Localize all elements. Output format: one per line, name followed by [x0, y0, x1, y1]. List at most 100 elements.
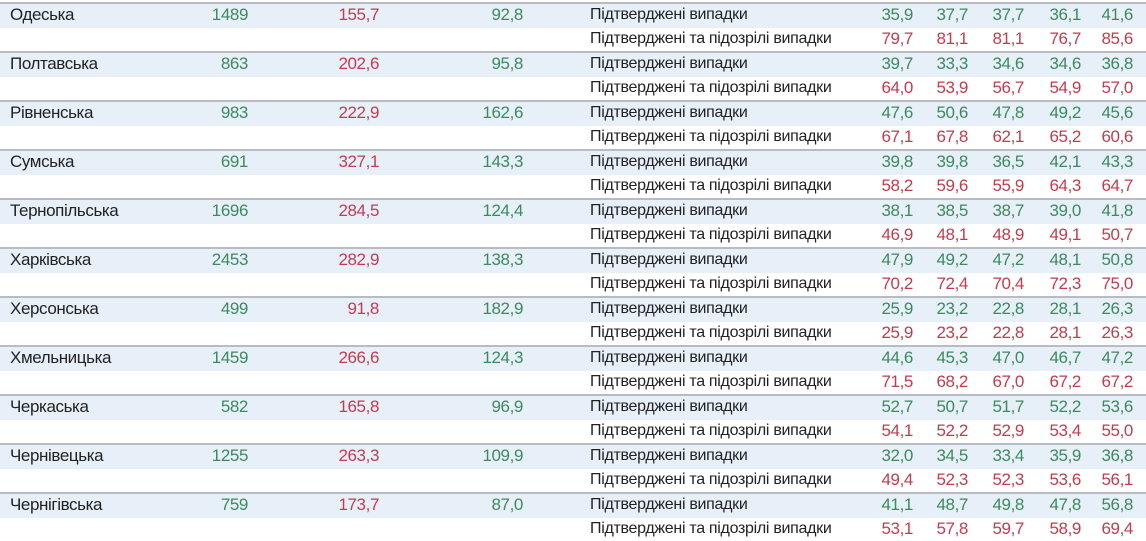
confirmed-subrow: Черкаська 582 165,8 96,9 Підтверджені випадк…: [0, 396, 1146, 420]
rate-value: 266,6: [338, 348, 379, 367]
region-name: Хмельницька: [10, 348, 112, 367]
rate-value-2: 124,4: [482, 201, 523, 220]
confirmed-value: 33,3: [936, 54, 969, 73]
suspected-value: 28,1: [1049, 322, 1082, 342]
confirmed-value: 41,8: [1101, 201, 1134, 220]
suspected-subrow: Підтверджені та підозрілі випадки 25,9 23,…: [0, 321, 1146, 345]
table-row: Тернопільська 1696 284,5 124,4 Підтверджені …: [0, 198, 1146, 247]
suspected-value: 25,9: [881, 322, 914, 342]
confirmed-value: 47,2: [1101, 348, 1134, 367]
suspected-value: 64,3: [1049, 175, 1082, 195]
rate-value: 327,1: [338, 152, 379, 171]
confirmed-value: 38,5: [936, 201, 969, 220]
confirmed-suspected-label: Підтверджені та підозрілі випадки: [590, 421, 832, 439]
suspected-value: 48,9: [992, 224, 1025, 244]
table-row: Полтавська 863 202,6 95,8 Підтверджені випад…: [0, 51, 1146, 100]
suspected-value: 46,9: [881, 224, 914, 244]
confirmed-value: 47,9: [881, 250, 914, 269]
suspected-value: 26,3: [1101, 322, 1134, 342]
confirmed-value: 47,2: [992, 250, 1025, 269]
suspected-value: 55,0: [1101, 420, 1134, 440]
confirmed-label: Підтверджені випадки: [590, 153, 748, 170]
confirmed-value: 41,1: [881, 495, 914, 514]
confirmed-value: 36,8: [1101, 54, 1134, 73]
suspected-value: 69,4: [1101, 518, 1134, 538]
confirmed-suspected-label: Підтверджені та підозрілі випадки: [590, 470, 832, 488]
region-name: Харківська: [10, 250, 91, 269]
confirmed-value: 38,1: [881, 201, 914, 220]
suspected-value: 54,1: [881, 420, 914, 440]
confirmed-value: 48,7: [936, 495, 969, 514]
confirmed-label: Підтверджені випадки: [590, 6, 748, 23]
rate-value-2: 182,9: [482, 299, 523, 318]
suspected-value: 52,3: [992, 469, 1025, 489]
suspected-value: 52,9: [992, 420, 1025, 440]
suspected-subrow: Підтверджені та підозрілі випадки 58,2 59,…: [0, 174, 1146, 198]
confirmed-value: 50,7: [936, 397, 969, 416]
confirmed-label: Підтверджені випадки: [590, 251, 748, 268]
confirmed-value: 37,7: [936, 5, 969, 24]
rate-value-2: 95,8: [491, 54, 524, 73]
confirmed-value: 47,6: [881, 103, 914, 122]
suspected-value: 54,9: [1049, 77, 1082, 97]
confirmed-value: 34,6: [1049, 54, 1082, 73]
confirmed-value: 43,3: [1101, 152, 1134, 171]
table-row: Чернігівська 759 173,7 87,0 Підтверджені вип…: [0, 492, 1146, 541]
suspected-value: 67,2: [1101, 371, 1134, 391]
confirmed-value: 50,6: [936, 103, 969, 122]
cases-count: 983: [220, 103, 249, 122]
region-name: Одеська: [10, 5, 75, 24]
confirmed-subrow: Харківська 2453 282,9 138,3 Підтверджені вип…: [0, 249, 1146, 273]
rate-value: 282,9: [338, 250, 379, 269]
suspected-value: 60,6: [1101, 126, 1134, 146]
confirmed-suspected-label: Підтверджені та підозрілі випадки: [590, 127, 832, 145]
confirmed-value: 39,0: [1049, 201, 1082, 220]
suspected-value: 67,8: [936, 126, 969, 146]
confirmed-value: 32,0: [881, 446, 914, 465]
suspected-value: 53,4: [1049, 420, 1082, 440]
suspected-value: 56,7: [992, 77, 1025, 97]
rate-value-2: 92,8: [491, 5, 524, 24]
confirmed-subrow: Херсонська 499 91,8 182,9 Підтверджені випад…: [0, 298, 1146, 322]
suspected-value: 57,0: [1101, 77, 1134, 97]
confirmed-label: Підтверджені випадки: [590, 398, 748, 415]
confirmed-value: 35,9: [1049, 446, 1082, 465]
suspected-value: 59,6: [936, 175, 969, 195]
suspected-value: 68,2: [936, 371, 969, 391]
confirmed-value: 23,2: [936, 299, 969, 318]
suspected-value: 58,2: [881, 175, 914, 195]
suspected-value: 85,6: [1101, 28, 1134, 48]
suspected-value: 70,4: [992, 273, 1025, 293]
suspected-subrow: Підтверджені та підозрілі випадки 71,5 68,…: [0, 370, 1146, 394]
suspected-value: 58,9: [1049, 518, 1082, 538]
table-row: Херсонська 499 91,8 182,9 Підтверджені випад…: [0, 296, 1146, 345]
confirmed-value: 48,1: [1049, 250, 1082, 269]
suspected-value: 53,1: [881, 518, 914, 538]
cases-count: 759: [220, 495, 249, 514]
confirmed-value: 39,8: [936, 152, 969, 171]
suspected-value: 81,1: [936, 28, 969, 48]
confirmed-suspected-label: Підтверджені та підозрілі випадки: [590, 29, 832, 47]
suspected-subrow: Підтверджені та підозрілі випадки 53,1 57,…: [0, 517, 1146, 541]
region-name: Херсонська: [10, 299, 99, 318]
confirmed-label: Підтверджені випадки: [590, 349, 748, 366]
suspected-value: 79,7: [881, 28, 914, 48]
confirmed-value: 56,8: [1101, 495, 1134, 514]
confirmed-suspected-label: Підтверджені та підозрілі випадки: [590, 78, 832, 96]
suspected-value: 53,6: [1049, 469, 1082, 489]
cases-count: 1255: [211, 446, 249, 465]
rate-value: 263,3: [338, 446, 379, 465]
confirmed-value: 22,8: [992, 299, 1025, 318]
suspected-value: 23,2: [936, 322, 969, 342]
rate-value: 202,6: [338, 54, 379, 73]
confirmed-value: 25,9: [881, 299, 914, 318]
confirmed-subrow: Рівненська 983 222,9 162,6 Підтверджені випа…: [0, 102, 1146, 126]
confirmed-value: 38,7: [992, 201, 1025, 220]
confirmed-value: 52,2: [1049, 397, 1082, 416]
confirmed-subrow: Тернопільська 1696 284,5 124,4 Підтверджені …: [0, 200, 1146, 224]
suspected-value: 55,9: [992, 175, 1025, 195]
confirmed-value: 49,8: [992, 495, 1025, 514]
confirmed-label: Підтверджені випадки: [590, 447, 748, 464]
confirmed-value: 39,7: [881, 54, 914, 73]
rate-value: 155,7: [338, 5, 379, 24]
